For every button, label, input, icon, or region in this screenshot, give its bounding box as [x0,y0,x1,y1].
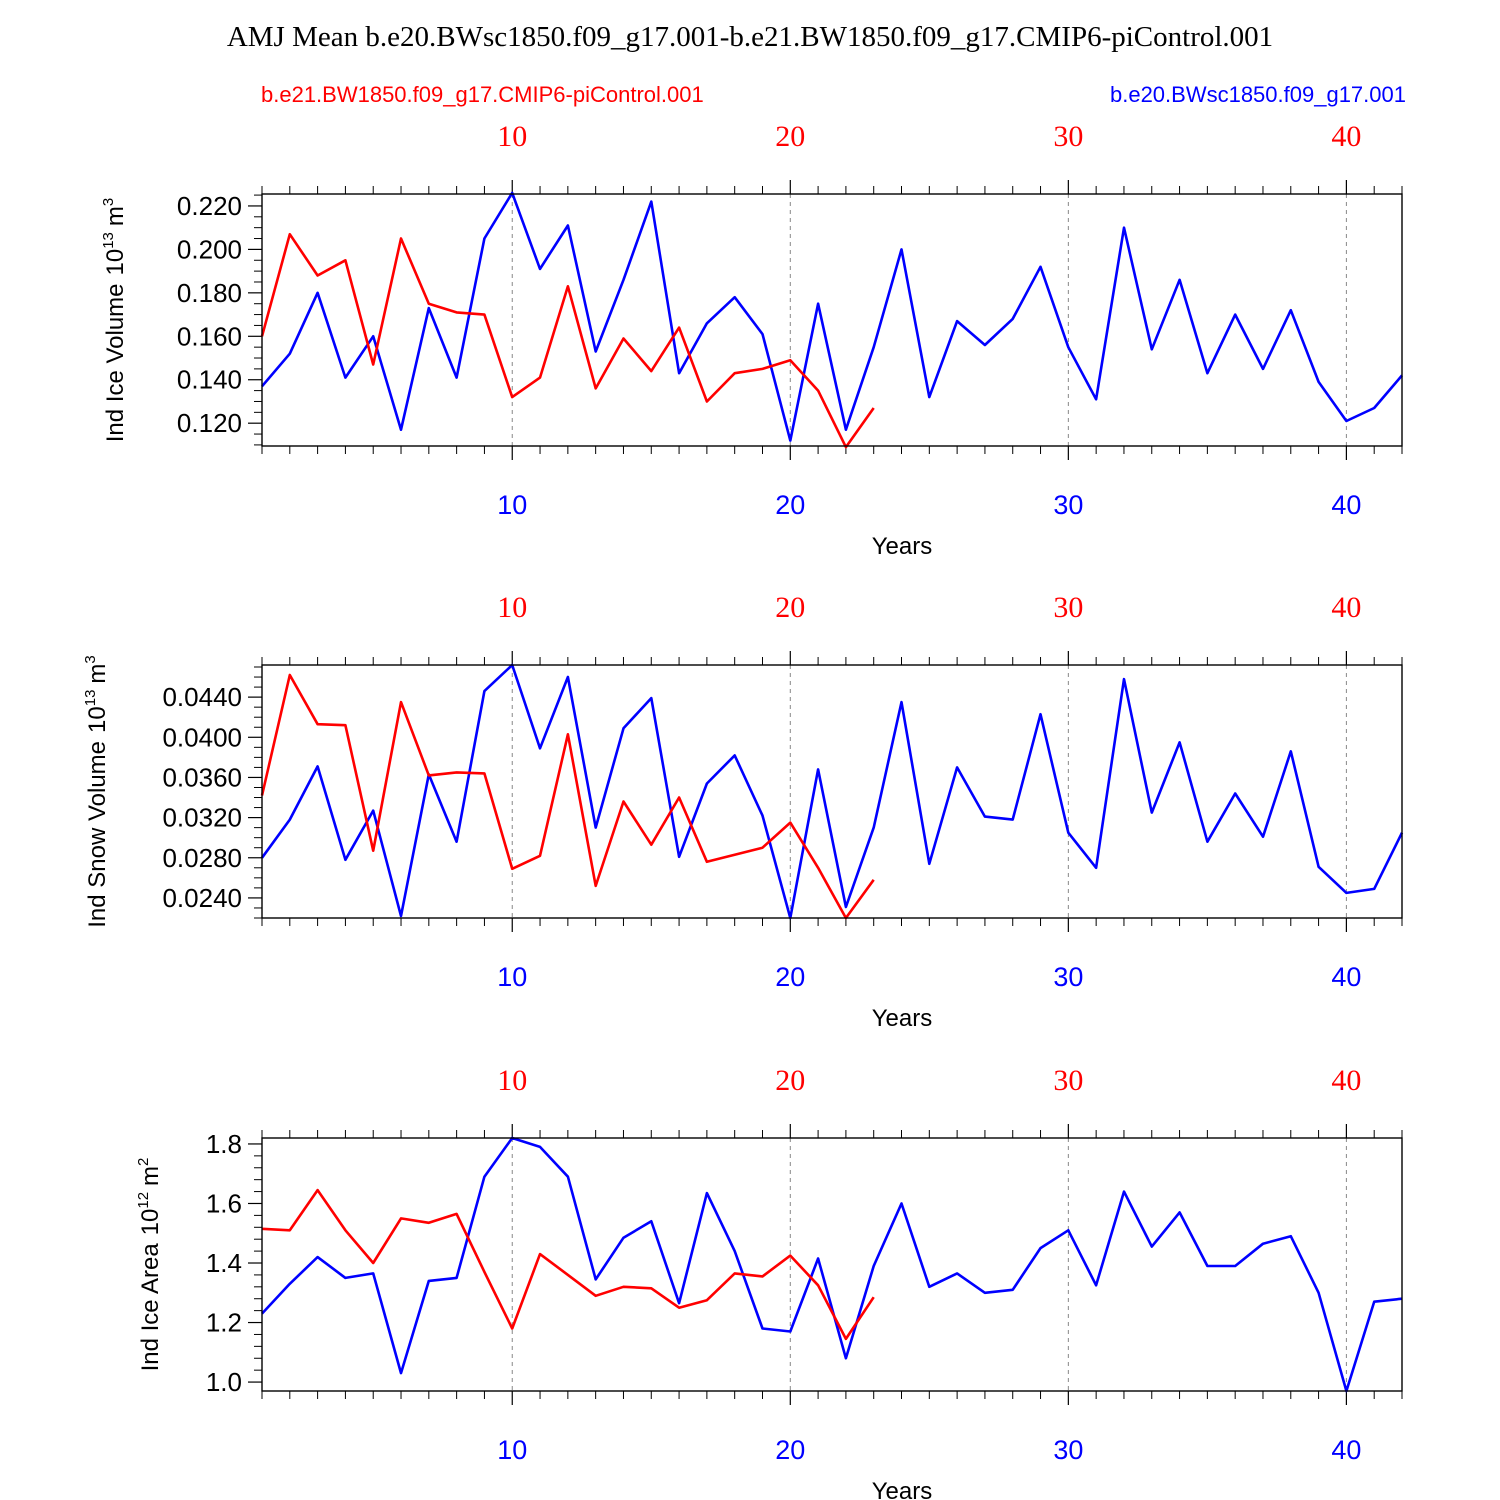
chart-panel-2: 10 10 20 20 30 30 40 40 0.0240 0.0280 0.0320 0.0360… [82,591,1404,1032]
plot-frame [261,664,1403,919]
x-tick-label-top: 10 [497,120,527,153]
y-axis-label-exp: 12 [135,1192,152,1209]
y-axis-label-unit2: m [84,664,111,684]
y-tick-label: 1.2 [206,1308,242,1338]
legend-right-label: b.e20.BWsc1850.f09_g17.001 [1110,82,1406,107]
x-tick-label-bottom: 40 [1331,1435,1361,1465]
x-tick-label-top: 20 [775,120,805,153]
y-tick-label: 0.180 [177,278,242,308]
y-axis-label-exp2: 3 [82,655,99,663]
chart-panel-3: 10 10 20 20 30 30 40 40 1.0 1.2 1.4 1.6 1.8 Years Ind … [135,1064,1403,1500]
x-tick-label-bottom: 10 [497,490,527,520]
x-tick-label-bottom: 20 [775,490,805,520]
y-axis-label: Ind Ice Area 1012 m2 [135,1158,164,1372]
x-tick-label-top: 40 [1331,120,1361,153]
x-tick-label-bottom: 20 [775,962,805,992]
legend-left-label: b.e21.BW1850.f09_g17.CMIP6-piControl.001 [261,82,704,107]
y-tick-label: 0.0400 [162,722,242,752]
y-axis-label-unit: 10 [137,1209,164,1236]
plot-frame [261,193,1403,447]
chart-panel-1: 10 10 20 20 30 30 40 40 0.120 0.140 0.160 0.180 0.20… [100,120,1403,560]
series-line-blue [261,191,1403,442]
y-tick-label: 1.6 [206,1188,242,1218]
x-tick-label-bottom: 30 [1053,490,1083,520]
series-line-blue [261,1136,1403,1393]
y-tick-label: 1.8 [206,1129,242,1159]
figure-title: AMJ Mean b.e20.BWsc1850.f09_g17.001-b.e2… [227,21,1273,53]
y-tick-label: 1.4 [206,1248,242,1278]
y-tick-label: 0.220 [177,191,242,221]
x-tick-label-bottom: 10 [497,1435,527,1465]
y-axis-label: Ind Snow Volume 1013 m3 [82,655,111,928]
x-axis-label: Years [872,1005,933,1032]
x-tick-label-top: 40 [1331,591,1361,624]
y-axis-label-unit: 10 [102,249,129,276]
y-axis-label-exp2: 2 [135,1158,152,1166]
x-tick-label-bottom: 40 [1331,490,1361,520]
x-tick-label-top: 40 [1331,1064,1361,1097]
x-tick-label-bottom: 30 [1053,962,1083,992]
y-axis-label-exp: 13 [82,690,99,707]
y-axis-label-unit2: m [102,206,129,226]
y-tick-label: 0.0360 [162,762,242,792]
series-line-blue [260,663,1404,920]
x-tick-label-bottom: 10 [497,962,527,992]
y-axis-label: Ind Ice Volume 1013 m3 [100,198,129,443]
y-tick-label: 0.120 [177,408,242,438]
y-tick-label: 0.0320 [162,803,242,833]
x-tick-label-top: 10 [497,591,527,624]
y-axis-label-exp: 13 [100,232,117,249]
x-axis-label: Years [872,1478,933,1500]
y-axis-label-unit: 10 [84,706,111,733]
y-axis-label-name: Ind Snow Volume [84,741,111,928]
x-tick-label-bottom: 30 [1053,1435,1083,1465]
series-line-red [260,232,875,449]
y-tick-label: 0.0440 [162,682,242,712]
x-tick-label-top: 30 [1053,591,1083,624]
y-tick-label: 0.160 [177,321,242,351]
y-tick-label: 0.0280 [162,843,242,873]
y-tick-label: 0.140 [177,365,242,395]
y-axis-label-name: Ind Ice Volume [102,283,129,442]
x-axis-label: Years [872,533,933,560]
x-tick-label-bottom: 40 [1331,962,1361,992]
series-line-red [261,1188,875,1341]
y-tick-label: 0.200 [177,234,242,264]
x-tick-label-top: 10 [497,1064,527,1097]
x-tick-label-top: 20 [775,591,805,624]
x-tick-label-bottom: 20 [775,1435,805,1465]
series-line-red [260,673,875,920]
y-axis-label-unit2: m [137,1166,164,1186]
x-tick-label-top: 30 [1053,120,1083,153]
chart-panels: 10 10 20 20 30 30 40 40 0.120 0.140 0.160 0.180 0.20… [82,120,1404,1500]
y-axis-label-name: Ind Ice Area [137,1243,164,1372]
y-tick-label: 1.0 [206,1367,242,1397]
x-tick-label-top: 30 [1053,1064,1083,1097]
x-tick-label-top: 20 [775,1064,805,1097]
y-axis-label-exp2: 3 [100,198,117,206]
plot-frame [261,1137,1403,1392]
y-tick-label: 0.0240 [162,883,242,913]
